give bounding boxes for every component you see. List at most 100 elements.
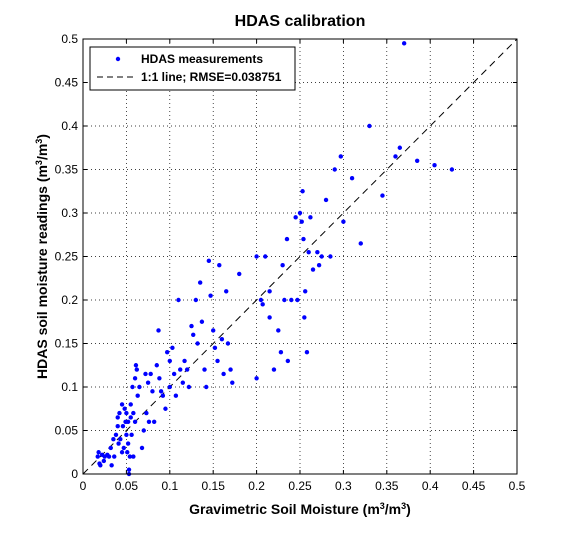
- data-point: [282, 297, 287, 303]
- data-point: [180, 380, 186, 385]
- data-point: [230, 380, 235, 385]
- data-point: [125, 450, 130, 455]
- data-point: [304, 350, 310, 355]
- one-to-one-line-layer: [82, 38, 518, 475]
- data-point: [204, 384, 209, 390]
- y-tick-label: 0.05: [55, 424, 79, 438]
- x-tick-label: 0.05: [115, 479, 139, 493]
- data-point: [133, 363, 139, 368]
- data-point: [254, 376, 259, 381]
- data-point: [141, 428, 146, 433]
- data-point: [303, 289, 308, 294]
- y-label-sup2: 3: [34, 139, 44, 144]
- data-point: [156, 328, 161, 333]
- data-point: [297, 210, 303, 216]
- data-point: [401, 41, 407, 46]
- data-point: [319, 254, 324, 259]
- data-point: [299, 219, 304, 224]
- data-point: [119, 402, 125, 407]
- data-point: [128, 415, 133, 420]
- y-tick-label: 0.1: [61, 380, 78, 394]
- data-point: [145, 380, 151, 385]
- data-point: [164, 350, 170, 355]
- scatter-points: [95, 41, 455, 477]
- data-point: [96, 450, 101, 455]
- data-point: [151, 419, 157, 424]
- data-point: [306, 249, 311, 255]
- data-point: [267, 315, 272, 320]
- data-point: [289, 297, 294, 303]
- data-point: [224, 289, 229, 294]
- data-point: [332, 167, 337, 172]
- data-point: [301, 236, 306, 242]
- data-point: [271, 367, 277, 372]
- data-point: [176, 297, 181, 303]
- data-point: [260, 302, 265, 307]
- data-point: [173, 393, 179, 398]
- x-tick-label: 0.4: [422, 479, 439, 493]
- data-point: [134, 367, 140, 372]
- data-point: [276, 328, 281, 333]
- y-tick-label: 0.45: [55, 76, 79, 90]
- x-tick-label: 0.5: [509, 479, 526, 493]
- legend-label-one-to-one-line: 1:1 line; RMSE=0.038751: [141, 70, 282, 84]
- data-point: [115, 423, 120, 429]
- data-point: [278, 350, 284, 355]
- y-label-end: ): [34, 134, 50, 139]
- data-point: [129, 432, 134, 438]
- data-point: [217, 263, 222, 268]
- data-point: [135, 393, 140, 398]
- data-point: [432, 162, 437, 168]
- data-point: [160, 393, 166, 398]
- data-point: [125, 419, 131, 424]
- data-point: [293, 215, 298, 220]
- data-point: [132, 376, 138, 381]
- x-tick-label: 0.25: [288, 479, 312, 493]
- data-point: [228, 367, 233, 372]
- data-point: [189, 323, 194, 329]
- data-point: [154, 363, 159, 368]
- y-axis-label: HDAS soil moisture readings (m3/m3): [34, 134, 50, 379]
- data-point: [221, 371, 226, 377]
- data-point: [285, 358, 291, 364]
- data-point: [195, 341, 200, 346]
- data-point: [184, 367, 190, 372]
- data-point: [120, 423, 126, 429]
- data-point: [113, 432, 119, 438]
- data-point: [284, 236, 290, 242]
- y-tick-label: 0: [71, 467, 78, 481]
- data-point: [393, 154, 398, 159]
- data-point: [125, 441, 131, 446]
- x-axis-label: Gravimetric Soil Moisture (m3/m3): [189, 501, 411, 517]
- x-label-mid: /m: [385, 501, 401, 517]
- data-point: [237, 271, 242, 277]
- data-point: [263, 254, 268, 259]
- data-point: [163, 406, 168, 411]
- y-tick-label: 0.15: [55, 337, 79, 351]
- data-point: [101, 458, 107, 464]
- x-tick-label: 0.45: [462, 479, 486, 493]
- data-point: [171, 371, 177, 377]
- data-point: [167, 358, 172, 364]
- data-point: [112, 454, 117, 459]
- data-point: [158, 389, 164, 394]
- data-point: [108, 445, 113, 451]
- data-point: [148, 371, 153, 377]
- data-point: [208, 293, 213, 298]
- data-point: [116, 441, 121, 446]
- legend-label-measurements: HDAS measurements: [141, 52, 263, 66]
- data-point: [323, 197, 329, 203]
- data-point: [119, 450, 125, 455]
- data-point: [117, 410, 122, 416]
- data-point: [310, 267, 316, 272]
- data-point: [316, 263, 322, 268]
- y-tick-label: 0.25: [55, 250, 79, 264]
- data-point: [121, 445, 126, 451]
- x-tick-label: 0.1: [161, 479, 178, 493]
- data-point: [143, 371, 148, 377]
- data-point: [219, 336, 225, 342]
- data-point: [95, 454, 100, 459]
- one-to-one-line: [82, 38, 518, 475]
- x-label-sup2: 3: [401, 501, 406, 511]
- data-point: [191, 332, 196, 337]
